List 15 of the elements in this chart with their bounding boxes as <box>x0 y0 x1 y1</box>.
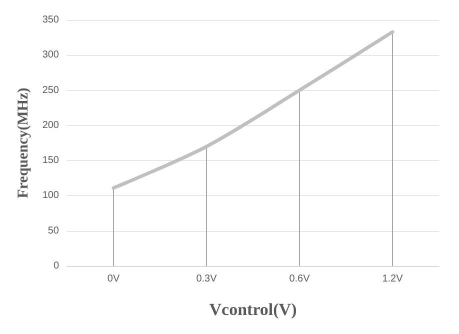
line-series <box>112 30 394 190</box>
y-tick-label: 300 <box>42 50 60 61</box>
y-tick-label: 150 <box>42 155 60 166</box>
y-tick-label: 350 <box>42 14 60 26</box>
x-tick-label: 0.6V <box>289 274 310 284</box>
y-axis-title: Frequency(MHz) <box>16 88 32 198</box>
y-tick-label: 0 <box>53 260 60 272</box>
x-tick-label: 0V <box>107 274 120 284</box>
y-tick-label: 100 <box>42 190 60 202</box>
y-tick-label: 50 <box>48 225 60 236</box>
x-axis-title: Vcontrol(V) <box>209 300 297 319</box>
x-tick-label: 0.3V <box>196 274 218 284</box>
y-tick-label: 200 <box>42 120 60 131</box>
x-tick-label: 1.2V <box>382 274 404 284</box>
y-tick-label: 250 <box>42 84 60 96</box>
